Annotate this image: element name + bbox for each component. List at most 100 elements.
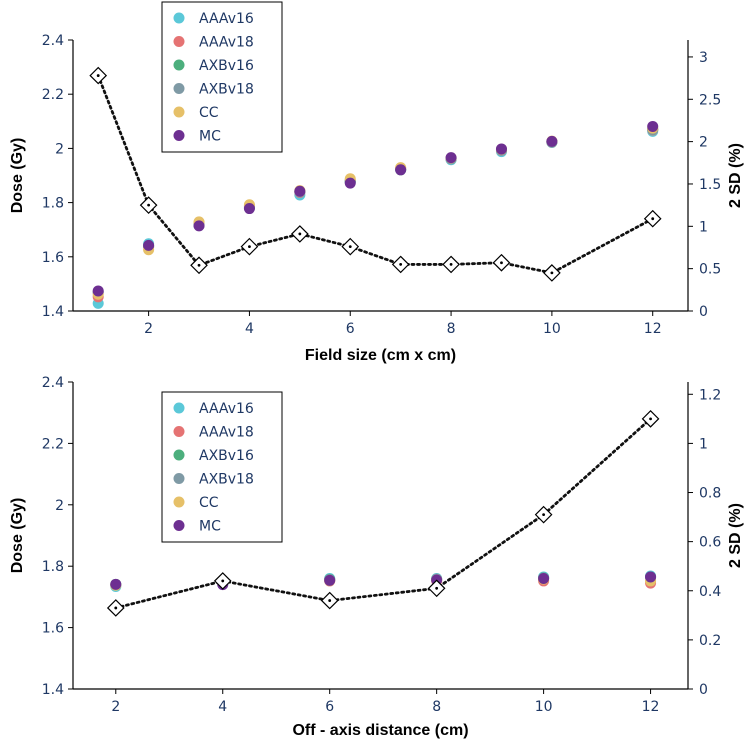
legend-marker-axbv18 [173,83,185,94]
legend-label-mc: MC [199,519,221,535]
sd-center-dot [500,261,503,265]
y2-axis-label: 2 SD (%) [727,503,744,568]
data-point-mc [294,185,306,197]
legend-label-aaav16: AAAv16 [199,11,254,27]
legend-box [161,391,283,543]
legend-marker-mc [173,520,185,531]
y2-tick-label: 0 [699,682,708,698]
y2-tick-label: 0.2 [699,633,721,649]
x-tick-label: 4 [218,699,227,715]
x-tick-label: 12 [642,699,660,715]
x-tick-label: 6 [325,699,334,715]
legend-label-axbv18: AXBv18 [199,472,254,488]
data-point-mc [645,571,657,583]
y2-tick-label: 3 [699,50,708,66]
y-tick-label: 1.6 [42,621,64,637]
sd-center-dot [147,203,151,207]
y2-tick-label: 0 [699,304,708,320]
data-point-mc [546,135,558,147]
data-point-mc [92,285,104,297]
sd-center-dot [550,271,554,275]
y2-tick-label: 1.2 [699,387,721,403]
data-point-mc [193,220,205,232]
y-tick-label: 2.4 [42,375,64,391]
legend-label-axbv16: AXBv16 [199,58,254,74]
data-point-mc [143,239,155,251]
data-point-mc [445,152,457,164]
sd-center-dot [348,245,352,249]
y-tick-label: 2 [55,498,64,514]
legend-label-axbv16: AXBv16 [199,448,254,464]
sd-center-dot [96,74,100,77]
chart-panel-top: 1.4 1.6 1.8 2 2.2 2.4 0 0.5 1 1.5 2 2.5 3 2 4 6 8 10 12 Fie… [9,1,744,364]
y-tick-label: 1.8 [42,196,64,212]
legend-marker-axbv16 [173,449,185,461]
legend-marker-aaav16 [173,12,185,24]
legend-marker-axbv16 [173,59,185,71]
x-tick-label: 12 [644,321,662,337]
sd-center-dot [248,245,251,249]
y-tick-label: 2.4 [42,33,64,49]
legend-marker-aaav18 [173,36,185,47]
x-tick-label: 4 [245,321,254,337]
sd-center-dot [328,599,332,602]
sd-center-dot [399,263,403,266]
legend-marker-cc [173,106,185,118]
x-tick-label: 6 [346,321,355,337]
y2-tick-label: 1 [699,219,708,235]
x-tick-label: 8 [432,699,441,715]
legend-box [161,1,283,153]
sd-center-dot [298,232,302,236]
y2-tick-label: 0.5 [699,262,721,278]
y2-tick-label: 1 [699,436,708,452]
legend: AAAv16 AAAv18 AXBv16 AXBv18 CC MC [161,391,283,543]
data-point-mc [110,578,122,590]
legend-label-axbv18: AXBv18 [199,82,254,98]
y2-tick-label: 0.6 [699,535,721,551]
legend: AAAv16 AAAv18 AXBv16 AXBv18 CC MC [161,1,283,153]
legend-marker-axbv18 [173,473,185,484]
sd-center-dot [542,513,546,517]
x-axis-label: Off - axis distance (cm) [292,722,468,739]
y-tick-label: 1.6 [42,250,64,266]
x-axis-label: Field size (cm x cm) [305,347,456,364]
data-point-mc [243,203,255,215]
sd-line [114,417,652,610]
sd-center-dot [435,586,439,590]
legend-label-cc: CC [199,495,219,511]
y2-tick-label: 2 [699,135,708,151]
y2-axis-label: 2 SD (%) [727,143,744,208]
x-tick-label: 8 [447,321,456,337]
data-point-mc [395,164,407,176]
data-point-mc [538,572,550,584]
legend-marker-aaav18 [173,426,185,437]
legend-marker-cc [173,496,185,508]
x-tick-label: 10 [535,699,553,715]
y-tick-label: 1.4 [42,304,64,320]
sd-center-dot [649,417,652,421]
data-point-mc [344,177,356,189]
chart-panel-bottom: 1.4 1.6 1.8 2 2.2 2.4 0 0.2 0.4 0.6 0.8 1 1.2 2 4 6 8 10 1… [9,375,744,739]
y-tick-label: 1.4 [42,682,64,698]
legend-label-cc: CC [199,105,219,121]
data-point-mc [647,120,659,132]
sd-center-dot [114,606,118,610]
legend-marker-aaav16 [173,402,185,414]
legend-marker-mc [173,130,185,141]
legend-label-aaav16: AAAv16 [199,401,254,417]
sd-center-dot [197,263,201,267]
y2-tick-label: 0.8 [699,486,721,502]
sd-center-dot [221,579,225,583]
y-tick-label: 2 [55,141,64,157]
data-point-mc [495,143,507,155]
sd-center-dot [651,217,655,221]
y-tick-label: 2.2 [42,87,64,103]
y2-tick-label: 2.5 [699,92,721,108]
sd-center-dot [449,263,453,266]
y2-tick-label: 0.4 [699,584,721,600]
y2-tick-label: 1.5 [699,177,721,193]
x-tick-label: 2 [111,699,120,715]
y-tick-label: 1.8 [42,559,64,575]
y-tick-label: 2.2 [42,436,64,452]
